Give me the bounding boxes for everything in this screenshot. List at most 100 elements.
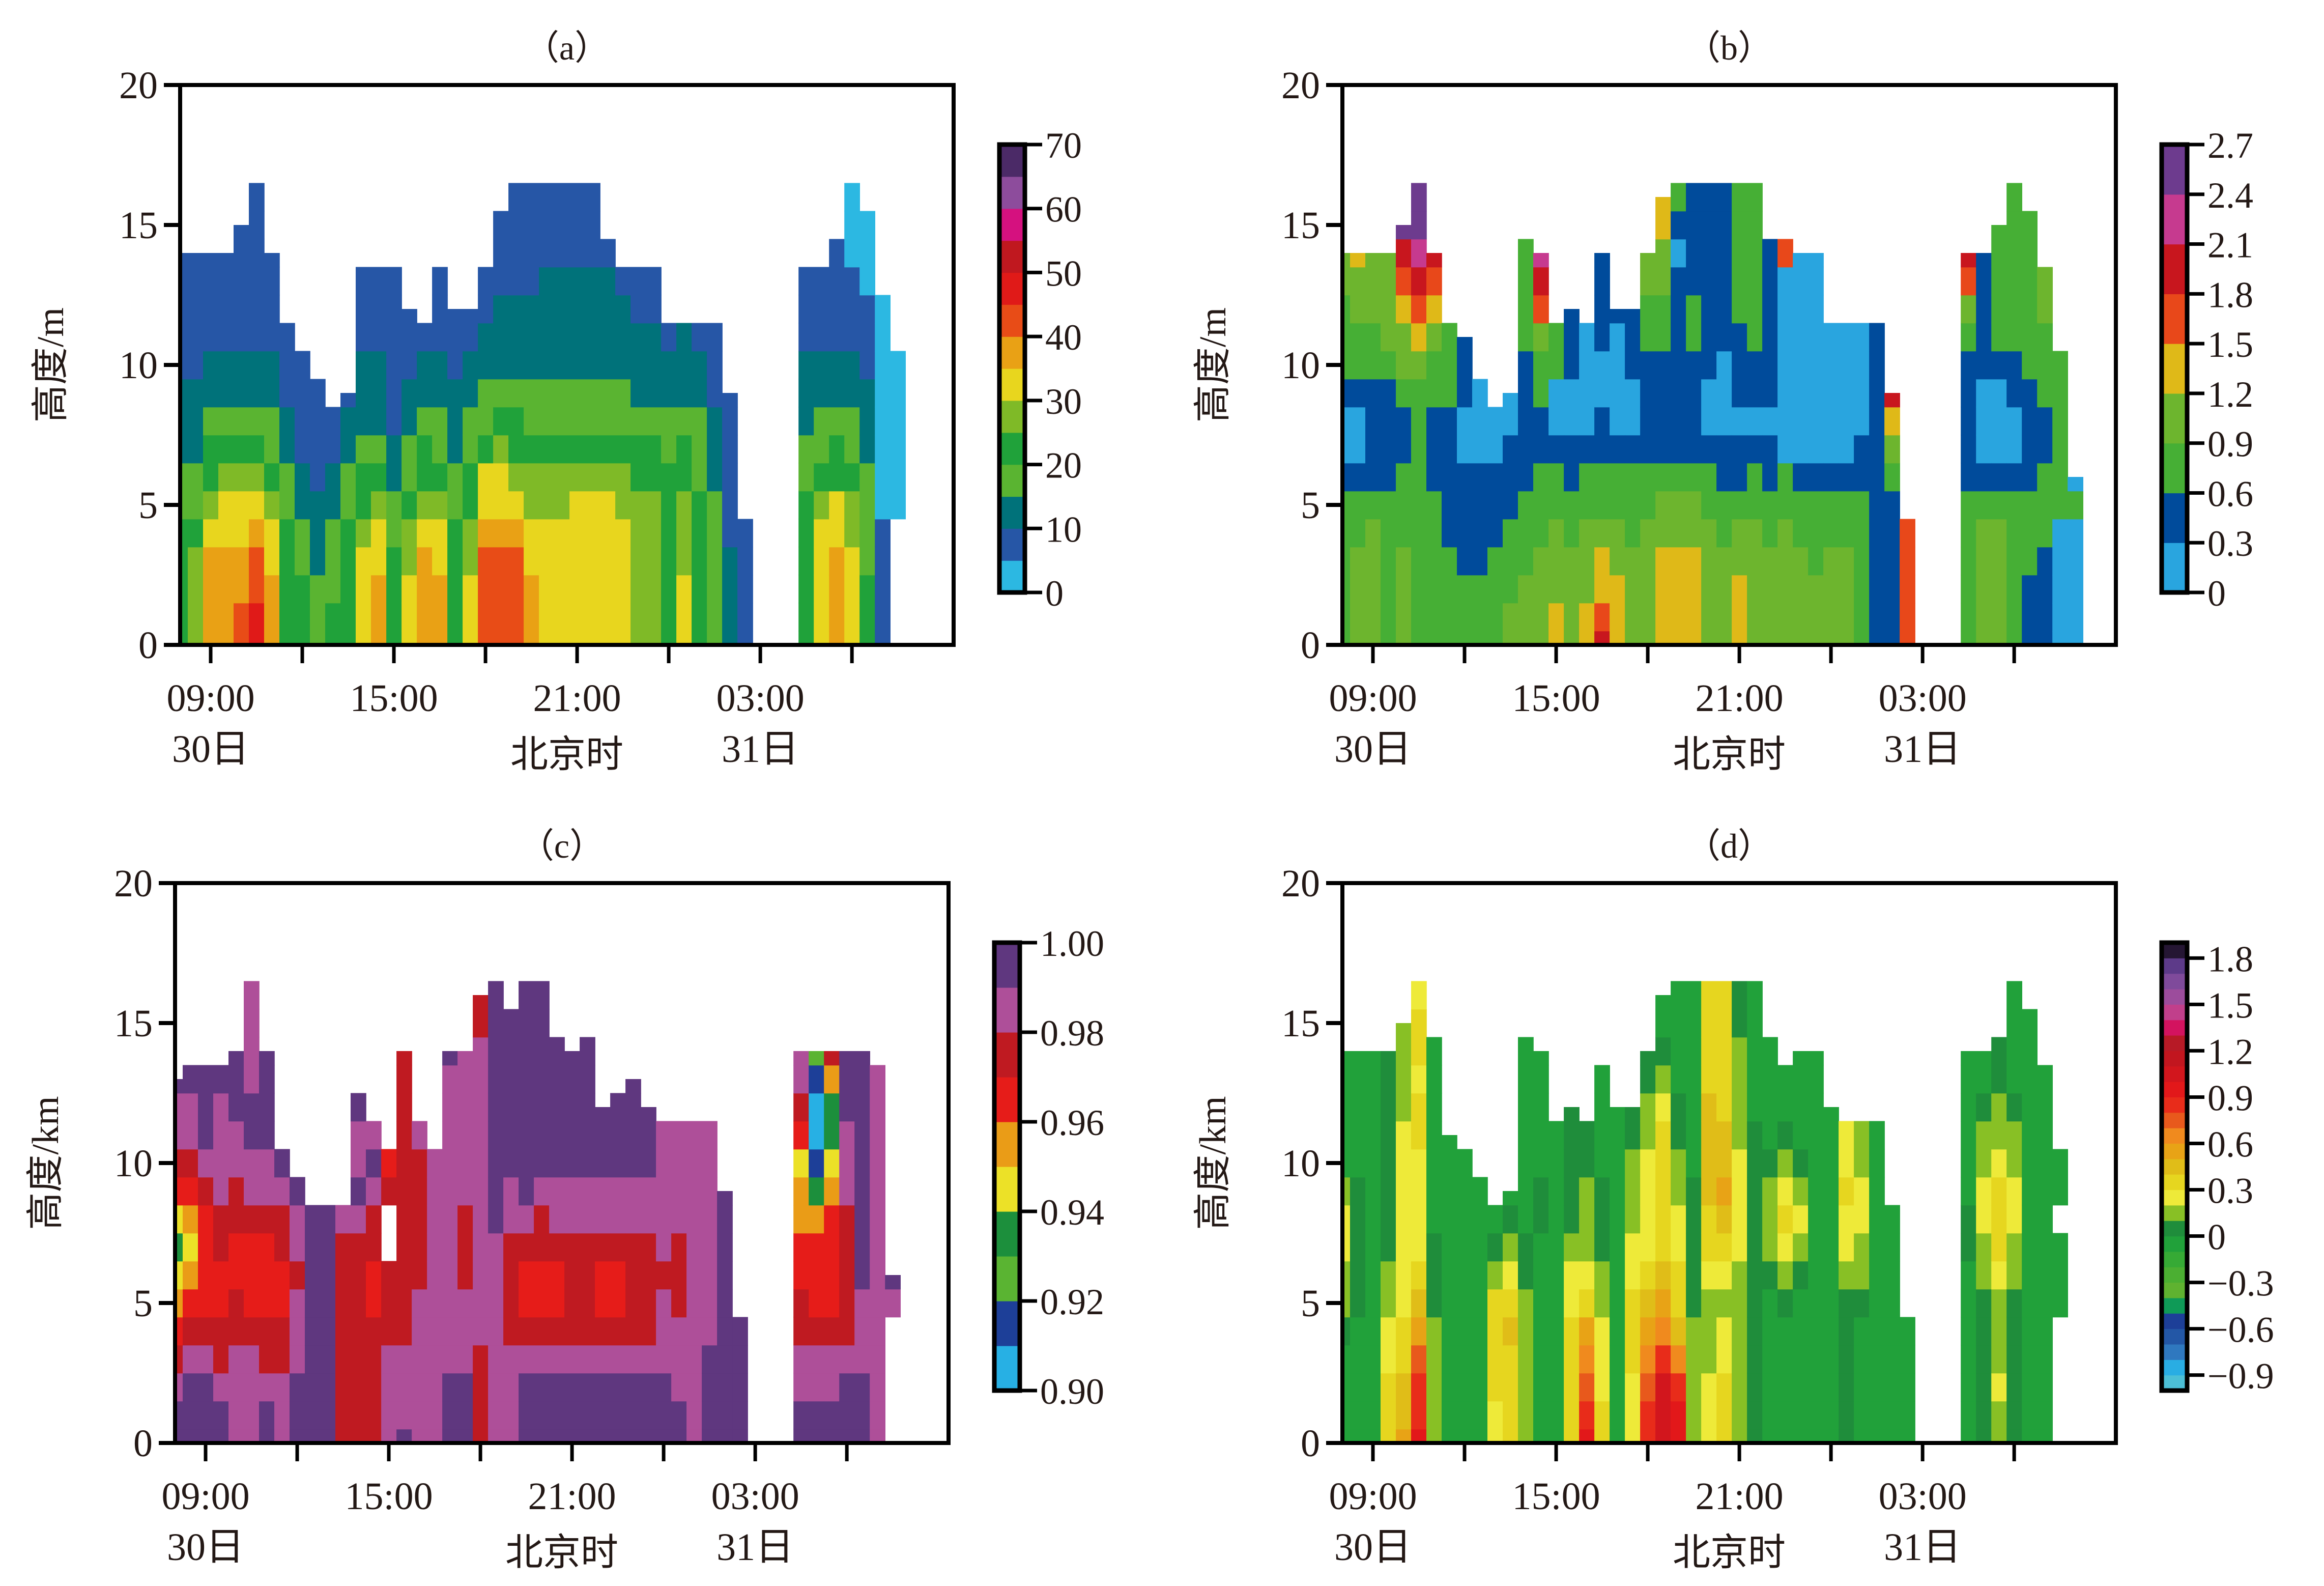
heatmap-cell [686,1345,702,1374]
heatmap-cell [524,435,539,464]
heatmap-cell [1655,575,1671,604]
heatmap-cell [854,1317,870,1346]
heatmap-cell [641,1401,656,1430]
heatmap-cell [829,603,845,632]
heatmap-cell [1487,463,1503,492]
heatmap-cell [1869,1121,1885,1150]
heatmap-cell [1411,1205,1427,1234]
heatmap-cell [249,463,265,492]
y-tick-label: 5 [1301,1282,1320,1325]
heatmap-cell [1991,603,2007,632]
heatmap-cell [1671,491,1686,520]
heatmap-cell [1762,1149,1778,1178]
heatmap-cell [1365,1065,1381,1094]
heatmap-cell [295,435,310,464]
heatmap-cell [1533,1121,1549,1150]
heatmap-cell [554,463,570,492]
heatmap-cell [1869,407,1885,436]
heatmap-cell [1579,547,1595,576]
heatmap-cell [707,547,723,576]
heatmap-cell [1625,547,1641,576]
heatmap-cell [1808,253,1824,268]
heatmap-cell [2052,1177,2068,1206]
heatmap-cell [2006,1009,2022,1038]
heatmap-cell [1884,519,1900,548]
heatmap-cell [580,1373,595,1402]
heatmap-cell [381,1149,397,1178]
colorbar-swatch [2162,989,2187,1005]
heatmap-cell [503,1373,519,1402]
heatmap-cell [2006,239,2022,268]
heatmap-cell [630,435,646,464]
heatmap-cell [1777,1261,1793,1290]
heatmap-cell [457,1177,473,1206]
heatmap-cell [686,1205,702,1234]
heatmap-cell [432,295,448,324]
heatmap-cell [412,1177,427,1206]
heatmap-cell [1457,337,1473,352]
heatmap-cell [259,1289,275,1318]
heatmap-cell [1686,1121,1702,1150]
heatmap-cell [610,1373,626,1402]
heatmap-cell [386,491,402,520]
heatmap-cell [290,1317,305,1346]
heatmap-cell [1823,323,1839,352]
heatmap-cell [1625,1261,1641,1290]
y-tick-label: 15 [114,1002,153,1045]
heatmap-cell [580,1149,595,1178]
heatmap-cell [493,519,509,548]
heatmap-cell [707,323,723,352]
heatmap-cell [1579,1121,1595,1150]
heatmap-cell [1701,1205,1717,1234]
heatmap-cell [1655,519,1671,548]
colorbar-swatch [999,304,1025,337]
heatmap-cell [1762,267,1778,296]
heatmap-cell [1823,1205,1839,1234]
heatmap-cell [1533,323,1549,352]
heatmap-cell [427,1233,443,1262]
heatmap-cell [2006,1261,2022,1290]
heatmap-cell [1686,547,1702,576]
heatmap-cell [615,295,631,324]
heatmap-cell [554,183,570,212]
heatmap-cell [183,1373,198,1402]
heatmap-cell [1548,1205,1564,1234]
heatmap-cell [580,1093,595,1122]
heatmap-cell [1701,1149,1717,1178]
heatmap-cell [1411,575,1427,604]
heatmap-cell [1991,267,2007,296]
colorbar-tick-label: 0.6 [2207,473,2253,514]
heatmap-cell [473,1205,489,1234]
heatmap-cell [1686,603,1702,632]
heatmap-cell [356,575,371,604]
heatmap-cell [1777,1289,1793,1318]
heatmap-cell [310,575,326,604]
heatmap-cell [646,267,662,296]
x-tick-label: 09:00 [1329,1475,1417,1518]
heatmap-cell [386,295,402,324]
heatmap-cell [1564,1107,1580,1122]
heatmap-cell [798,575,814,604]
heatmap-cell [595,1233,611,1262]
heatmap-cell [554,407,570,436]
heatmap-cell [249,519,265,548]
heatmap-cell [1716,1205,1732,1234]
heatmap-cell [412,1121,427,1150]
heatmap-cell [656,1233,672,1262]
heatmap-cell [829,295,845,324]
colorbar-tick-label: 0.9 [2207,1078,2253,1118]
colorbar-frame [2159,940,2190,1393]
heatmap-cell [1564,547,1580,576]
heatmap-cell [839,1149,855,1178]
heatmap-cell [829,351,845,380]
heatmap-cell [188,491,204,520]
heatmap-cell [569,323,585,352]
heatmap-cell [478,547,494,576]
heatmap-cell [717,1345,733,1374]
heatmap-cell [396,1401,412,1430]
heatmap-cell [1961,1065,1976,1094]
heatmap-cell [615,603,631,632]
heatmap-cell [625,1373,641,1402]
heatmap-cell [264,323,280,352]
heatmap-cell [890,463,906,492]
